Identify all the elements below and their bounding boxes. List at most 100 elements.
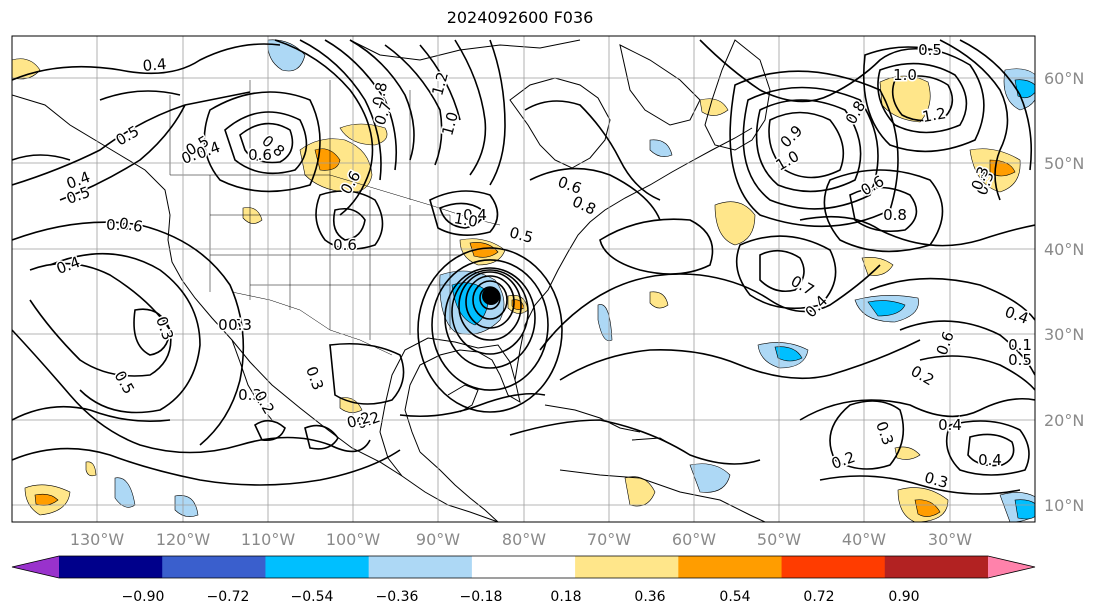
- coastline-east: [514, 127, 753, 381]
- contour-line: [945, 420, 1030, 476]
- contour-line: [919, 355, 1035, 391]
- contour-line: [759, 249, 805, 293]
- contour-line: [489, 39, 506, 186]
- colorbar-tick: 0.36: [634, 589, 665, 605]
- anomaly-patch: [339, 397, 363, 413]
- colorbar-tick: −0.72: [207, 589, 250, 605]
- colorbar-tick: −0.90: [122, 589, 165, 605]
- anomaly-patch: [1014, 499, 1035, 520]
- contour-line: [12, 91, 251, 186]
- contour-line: [451, 269, 529, 355]
- lat-label: 30°N: [1044, 325, 1084, 344]
- colorbar-segment: [162, 556, 266, 578]
- anomaly-patch: [894, 446, 921, 460]
- contour-label: 0.4: [938, 416, 962, 434]
- contour-line: [417, 247, 563, 413]
- state-lines: [209, 175, 460, 340]
- coastline-arctic: [349, 39, 581, 61]
- colorbar-segment: [265, 556, 370, 578]
- colorbar-ticks: −0.90 −0.72 −0.54 −0.36 −0.18 0.18 0.36 …: [122, 589, 920, 605]
- coastline-south-america: [559, 469, 766, 522]
- colorbar-tick: 0.18: [550, 589, 581, 605]
- anomaly-patch: [689, 463, 731, 493]
- longitude-axis: 130°W 120°W 110°W 100°W 90°W 80°W 70°W 6…: [70, 530, 972, 549]
- colorbar-tick: 0.54: [719, 589, 750, 605]
- contour-label: 0.6: [333, 236, 357, 254]
- contour-line: [869, 277, 1035, 321]
- storm-center-marker: [482, 287, 500, 305]
- lon-label: 100°W: [326, 530, 381, 549]
- contour-line: [799, 215, 1035, 247]
- colorbar-tick: −0.54: [291, 589, 334, 605]
- lon-label: 60°W: [672, 530, 716, 549]
- anomaly-patch: [469, 242, 499, 258]
- lon-label: 30°W: [928, 530, 972, 549]
- contour-line: [12, 405, 171, 423]
- colorbar: [11, 555, 1036, 579]
- contour-label: 0.4: [978, 451, 1002, 469]
- contour-line: [59, 104, 186, 201]
- anomaly-patch: [339, 123, 388, 146]
- contour-line: [877, 62, 968, 134]
- contour-line: [735, 235, 837, 310]
- lon-label: 50°W: [757, 530, 801, 549]
- contour-line: [12, 447, 401, 486]
- us-mexico-border: [231, 291, 393, 356]
- contour-line: [458, 271, 522, 341]
- contour-line: [12, 221, 245, 446]
- contour-label: 0.4: [463, 206, 487, 224]
- coastline-baja: [231, 339, 273, 421]
- anomaly-patch: [597, 304, 613, 342]
- contour-label: 1.0: [453, 209, 480, 231]
- coastline-cuba: [544, 404, 641, 433]
- contour-line: [967, 433, 1015, 467]
- contour-line: [768, 111, 845, 179]
- anomaly-patch: [85, 461, 97, 477]
- colorbar-segment: [678, 556, 783, 578]
- map-panel: 0.40.50.60.40.60.50.60.50.30.30.50.20.20…: [12, 36, 1035, 522]
- contour-line: [324, 39, 398, 171]
- anomaly-patch: [867, 300, 906, 317]
- contour-line: [699, 39, 931, 103]
- contour-label: 0.6: [248, 146, 272, 164]
- contour-label: 0.5: [218, 316, 242, 334]
- colorbar-segment: [471, 556, 576, 578]
- colorbar-segment: [884, 556, 989, 578]
- lat-label: 60°N: [1044, 69, 1084, 88]
- contour-line: [329, 342, 405, 405]
- contour-line: [899, 320, 1035, 376]
- colorbar-extend-low: [12, 556, 59, 578]
- contour-lines: [12, 39, 1035, 495]
- lon-label: 90°W: [416, 530, 460, 549]
- anomaly-patch: [774, 346, 803, 362]
- colorbar-extend-high: [988, 556, 1035, 578]
- contour-label: 0.5: [918, 41, 942, 59]
- lat-label: 50°N: [1044, 154, 1084, 173]
- colorbar-segment: [781, 556, 886, 578]
- contour-line: [384, 44, 443, 166]
- contour-line: [304, 424, 339, 450]
- contour-label: 0.6: [106, 216, 130, 234]
- coastline-baffin: [619, 44, 701, 126]
- coastline-central-america: [419, 451, 499, 522]
- colorbar-tick: 0.72: [803, 589, 834, 605]
- contour-line: [454, 39, 487, 176]
- anomaly-patch: [624, 476, 656, 507]
- lon-label: 110°W: [241, 530, 296, 549]
- contour-line: [431, 259, 549, 391]
- map-title: 2024092600 F036: [446, 8, 594, 27]
- contour-line: [939, 39, 1009, 201]
- contour-line: [559, 339, 921, 381]
- contour-line: [862, 46, 985, 153]
- contour-line: [49, 252, 201, 414]
- contour-line: [429, 190, 499, 236]
- contour-line: [472, 280, 508, 320]
- contour-line: [959, 39, 1033, 171]
- contour-label: 0.5: [1008, 351, 1032, 369]
- lon-label: 130°W: [70, 530, 125, 549]
- contour-line: [742, 86, 879, 210]
- contour-line: [444, 267, 536, 369]
- contour-line: [479, 286, 501, 310]
- lon-label: 40°W: [842, 530, 886, 549]
- colorbar-tick: −0.18: [460, 589, 503, 605]
